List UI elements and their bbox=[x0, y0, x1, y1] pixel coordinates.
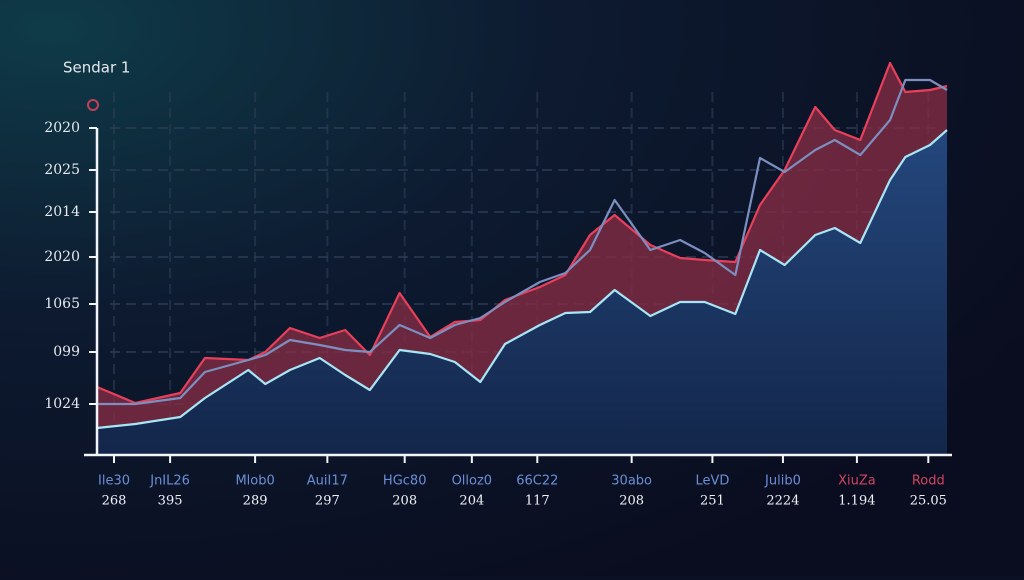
y-tick-label: 2014 bbox=[44, 204, 80, 220]
y-tick-label: 2025 bbox=[44, 162, 80, 178]
x-tick-label: LeVD bbox=[695, 474, 729, 489]
x-tick-label: Rodd bbox=[912, 474, 945, 489]
areas bbox=[97, 63, 947, 455]
x-tick-sublabel: 251 bbox=[700, 494, 725, 509]
line bbox=[97, 78, 948, 406]
x-tick-label: Ile30 bbox=[98, 474, 130, 489]
x-tick-sublabel: 208 bbox=[619, 494, 644, 509]
x-tick-label: Olloz0 bbox=[452, 474, 493, 489]
labels: 2020 2025 2014 2020 1065 099 1024 Ile30 268 JnIL2… bbox=[44, 120, 947, 509]
area bbox=[97, 130, 947, 455]
x-tick-sublabel: 2224 bbox=[766, 494, 799, 509]
y-tick-label: 1065 bbox=[44, 296, 80, 312]
lines bbox=[96, 61, 948, 430]
x-tick-sublabel: 268 bbox=[102, 494, 127, 509]
x-tick-sublabel: 204 bbox=[459, 494, 484, 509]
x-tick-label: HGc80 bbox=[383, 474, 427, 489]
y-tick-label: 099 bbox=[53, 344, 80, 360]
x-tick-label: XiuZa bbox=[838, 474, 876, 489]
x-tick-label: Mlob0 bbox=[235, 474, 274, 489]
x-tick-sublabel: 117 bbox=[525, 494, 550, 509]
x-tick-sublabel: 395 bbox=[158, 494, 183, 509]
line bbox=[96, 61, 948, 405]
x-tick-label: AuiI17 bbox=[307, 474, 348, 489]
x-tick-label: 66C22 bbox=[516, 474, 558, 489]
x-tick-sublabel: 297 bbox=[315, 494, 340, 509]
chart-title: Sendar 1 bbox=[63, 59, 130, 77]
x-tick-label: JnIL26 bbox=[149, 474, 190, 489]
y-tick-label: 1024 bbox=[44, 396, 80, 412]
x-tick-sublabel: 208 bbox=[392, 494, 417, 509]
x-tick-label: Julib0 bbox=[764, 474, 801, 489]
x-tick-sublabel: 25.05 bbox=[910, 494, 947, 509]
x-tick-sublabel: 1.194 bbox=[838, 494, 875, 509]
x-tick-label: 30abo bbox=[611, 474, 652, 489]
y-tick-label: 2020 bbox=[44, 249, 80, 265]
y-tick-label: 2020 bbox=[44, 120, 80, 136]
x-tick-sublabel: 289 bbox=[243, 494, 268, 509]
line bbox=[96, 129, 948, 430]
icon bbox=[87, 99, 99, 111]
band bbox=[97, 63, 947, 428]
